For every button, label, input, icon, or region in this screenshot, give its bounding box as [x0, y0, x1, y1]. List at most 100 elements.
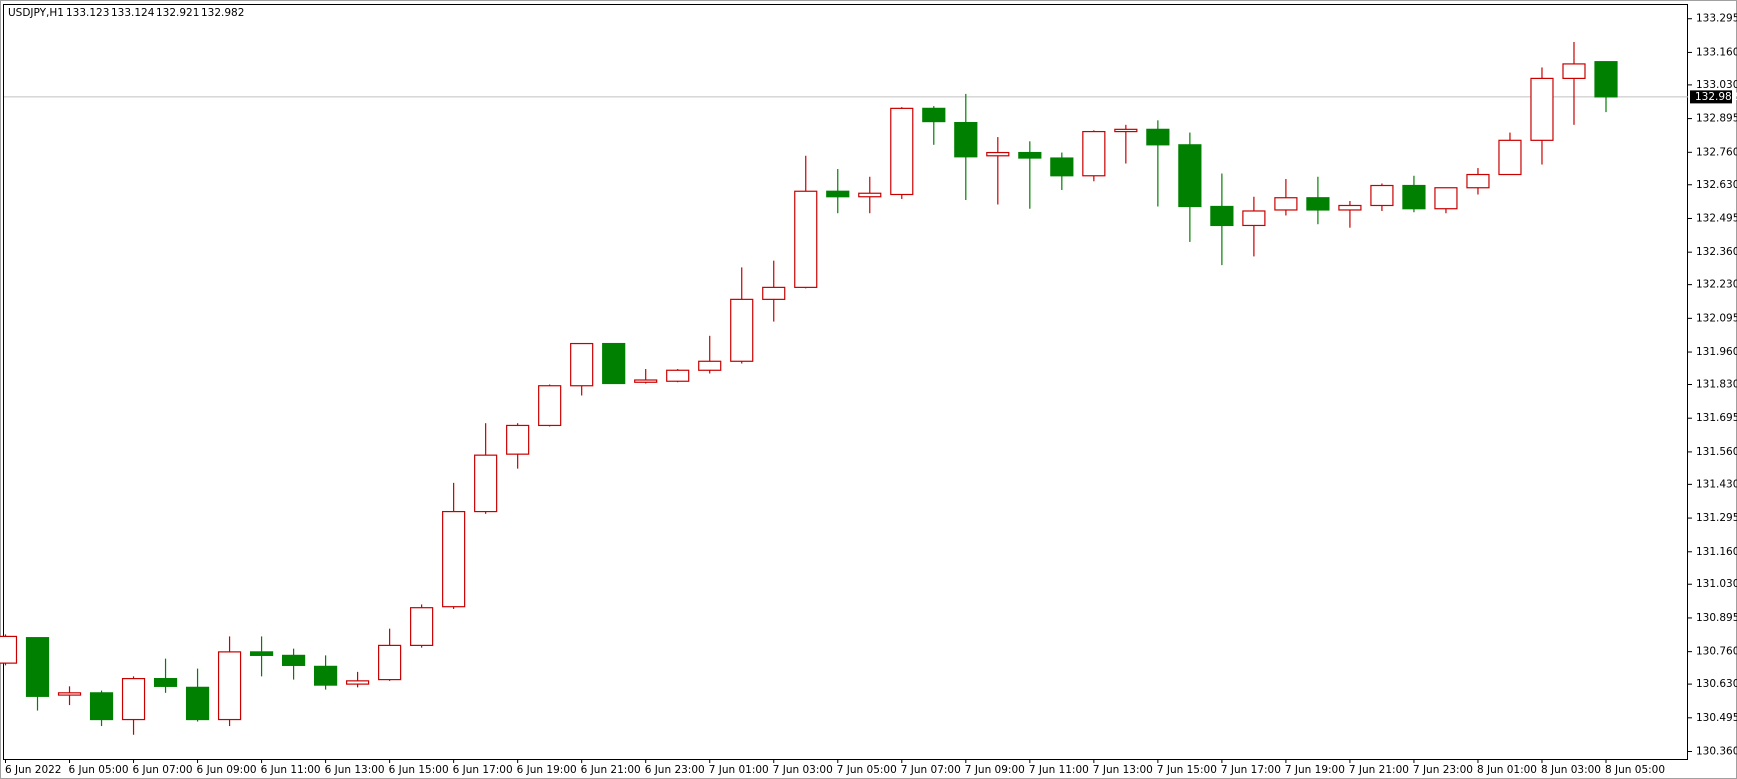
candle-body — [217, 651, 242, 721]
candle-body — [1562, 63, 1586, 80]
x-tick-label: 6 Jun 21:00 — [581, 764, 641, 776]
candle-body — [634, 379, 658, 383]
candle-body — [249, 651, 274, 656]
y-tick-label: 132.760 — [1696, 146, 1737, 158]
candle-body — [346, 680, 370, 685]
y-tick-label: 133.295 — [1696, 13, 1737, 25]
candle-body — [57, 692, 82, 696]
candle-body — [1370, 184, 1394, 207]
x-tick-label: 8 Jun 03:00 — [1541, 764, 1601, 776]
candle-body — [314, 665, 338, 686]
y-tick-label: 131.830 — [1696, 378, 1737, 390]
candle-body — [1498, 139, 1522, 176]
header-open: 133.123 — [66, 7, 109, 19]
y-tick-label: 132.895 — [1696, 113, 1737, 125]
y-tick-label: 131.030 — [1696, 578, 1737, 590]
candle-body — [121, 678, 146, 721]
candle-body — [1050, 157, 1074, 177]
x-tick-label: 7 Jun 23:00 — [1413, 764, 1473, 776]
candle-body — [538, 385, 562, 427]
x-tick-label: 6 Jun 13:00 — [325, 764, 385, 776]
x-tick-label: 7 Jun 17:00 — [1221, 764, 1281, 776]
candle-body — [858, 192, 882, 198]
candle-body — [89, 692, 114, 721]
candle-body — [922, 107, 946, 123]
x-tick-label: 6 Jun 2022 — [5, 764, 61, 776]
candle-body — [1018, 151, 1042, 159]
header-close: 132.982 — [201, 7, 244, 19]
candle-body — [602, 342, 626, 385]
y-tick-label: 133.030 — [1696, 79, 1737, 91]
x-tick-label: 7 Jun 19:00 — [1285, 764, 1345, 776]
y-tick-label: 131.295 — [1696, 512, 1737, 524]
y-tick-label: 131.560 — [1696, 446, 1737, 458]
candle-body — [153, 678, 178, 687]
x-tick-label: 8 Jun 01:00 — [1477, 764, 1537, 776]
candle-body — [1178, 144, 1202, 208]
candle-body — [666, 369, 690, 382]
header-high: 133.124 — [111, 7, 155, 19]
candle-body — [410, 607, 434, 647]
plot-border — [3, 4, 1688, 760]
y-tick-label: 132.230 — [1696, 279, 1737, 291]
candle-body — [281, 654, 306, 666]
x-tick-label: 7 Jun 01:00 — [709, 764, 769, 776]
x-tick-label: 7 Jun 07:00 — [901, 764, 961, 776]
y-tick-label: 130.495 — [1696, 712, 1737, 724]
candle-body — [1114, 128, 1138, 133]
y-tick-label: 130.895 — [1696, 612, 1737, 624]
candle-body — [826, 190, 850, 198]
y-tick-label: 132.630 — [1696, 179, 1737, 191]
x-tick-label: 7 Jun 15:00 — [1157, 764, 1217, 776]
candle-body — [1466, 173, 1490, 189]
y-tick-label: 130.360 — [1696, 746, 1737, 758]
y-tick-label: 131.960 — [1696, 346, 1737, 358]
candle-body — [25, 637, 50, 697]
x-tick-label: 8 Jun 05:00 — [1605, 764, 1665, 776]
x-tick-label: 6 Jun 09:00 — [197, 764, 257, 776]
x-tick-label: 6 Jun 11:00 — [261, 764, 321, 776]
x-tick-label: 7 Jun 13:00 — [1093, 764, 1153, 776]
y-tick-label: 132.360 — [1696, 246, 1737, 258]
header-low: 132.921 — [156, 7, 199, 19]
candle-body — [0, 635, 18, 664]
candle-body — [986, 151, 1010, 157]
price-label: 132.982 — [1695, 91, 1737, 103]
candle-body — [1210, 205, 1234, 227]
candle-body — [890, 107, 914, 196]
y-tick-label: 131.160 — [1696, 546, 1737, 558]
candle-body — [1402, 184, 1426, 210]
candle-body — [506, 424, 530, 455]
candle-body — [730, 298, 754, 362]
x-tick-label: 7 Jun 09:00 — [965, 764, 1025, 776]
candle-body — [185, 686, 210, 721]
x-tick-label: 6 Jun 15:00 — [389, 764, 449, 776]
candle-body — [378, 644, 402, 681]
x-tick-label: 6 Jun 17:00 — [453, 764, 513, 776]
y-tick-label: 133.160 — [1696, 46, 1737, 58]
y-tick-label: 131.695 — [1696, 412, 1737, 424]
candle-body — [1242, 210, 1266, 227]
candle-body — [1594, 61, 1618, 98]
y-tick-label: 130.760 — [1696, 646, 1737, 658]
candle-body — [762, 286, 786, 300]
candle-body — [1530, 77, 1554, 141]
candle-body — [1338, 204, 1362, 211]
candle-body — [1306, 197, 1330, 211]
candle-body — [794, 190, 818, 288]
chart-title: USDJPY,H1 — [8, 7, 64, 19]
x-tick-label: 6 Jun 23:00 — [645, 764, 705, 776]
y-tick-label: 132.495 — [1696, 212, 1737, 224]
candle-body — [1434, 187, 1458, 210]
candle-body — [570, 342, 594, 387]
y-tick-label: 132.095 — [1696, 312, 1737, 324]
candle-body — [698, 360, 722, 371]
candle-body — [1146, 128, 1170, 146]
y-tick-label: 131.430 — [1696, 478, 1737, 490]
price-label-box — [1690, 90, 1732, 104]
x-tick-label: 7 Jun 21:00 — [1349, 764, 1409, 776]
x-tick-label: 6 Jun 07:00 — [133, 764, 193, 776]
x-tick-label: 6 Jun 05:00 — [69, 764, 129, 776]
